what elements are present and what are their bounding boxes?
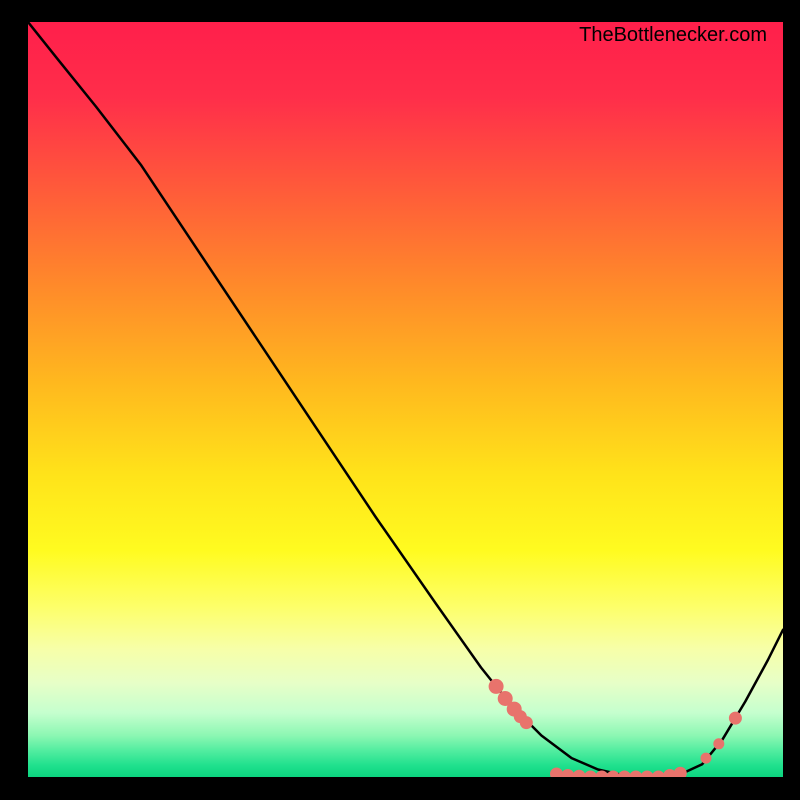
data-marker	[562, 770, 574, 778]
data-marker	[701, 753, 711, 763]
data-marker	[619, 771, 631, 777]
data-marker	[489, 679, 503, 693]
data-marker	[641, 771, 653, 777]
data-marker	[729, 712, 741, 724]
curve-layer	[28, 22, 783, 777]
data-marker	[520, 717, 532, 729]
plot-area: TheBottlenecker.com	[28, 22, 783, 777]
watermark-text: TheBottlenecker.com	[579, 24, 767, 47]
data-marker	[585, 771, 597, 777]
chart-stage: TheBottlenecker.com	[0, 0, 800, 800]
data-marker	[674, 767, 686, 777]
data-marker	[652, 771, 664, 777]
data-marker	[551, 768, 563, 777]
data-marker	[630, 771, 642, 777]
bottleneck-curve	[28, 22, 783, 777]
data-marker	[714, 739, 724, 749]
data-marker	[573, 770, 585, 777]
